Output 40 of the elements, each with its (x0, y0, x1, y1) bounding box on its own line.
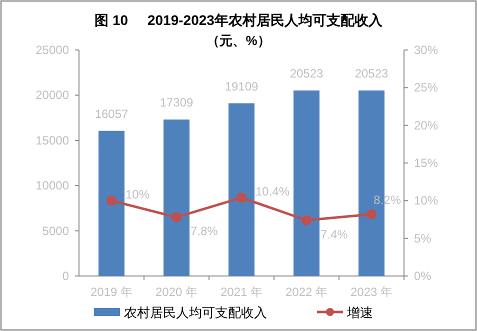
chart-subtitle: （元、%） (206, 33, 270, 48)
x-tick-label: 2022 年 (285, 285, 328, 299)
y-tick-label: 15000 (36, 133, 70, 148)
point (236, 192, 246, 203)
data-label: 19109 (224, 79, 259, 94)
x-tick-label: 2020 年 (155, 285, 198, 299)
legend-label: 农村居民人均可支配收入 (124, 305, 267, 320)
point (366, 209, 376, 220)
y-tick-label: 20000 (36, 88, 70, 102)
point (172, 212, 182, 222)
bar (294, 90, 320, 276)
data-label: 16057 (94, 106, 129, 121)
data-label: 17309 (160, 96, 194, 110)
data-label: 7.8% (190, 224, 218, 238)
point (106, 196, 116, 206)
data-label: 10.4% (256, 184, 290, 199)
point (302, 215, 312, 226)
bar (228, 103, 254, 276)
y-tick-label: 10000 (36, 178, 70, 193)
y2-tick-label: 15% (414, 156, 438, 170)
bar (98, 130, 124, 276)
legend-label: 增速 (346, 305, 373, 320)
y-tick-label: 25000 (36, 43, 70, 57)
y2-tick-label: 20% (414, 118, 438, 132)
bar (164, 120, 190, 276)
data-label: 20523 (290, 66, 324, 80)
chart-title: 图 10 2019-2023年农村居民人均可支配收入 (94, 12, 384, 28)
y2-tick-label: 30% (414, 43, 438, 57)
x-tick-label: 2019 年 (90, 285, 133, 299)
y2-tick-label: 5% (414, 231, 432, 246)
y2-tick-label: 0% (414, 269, 432, 283)
data-label: 10% (126, 188, 150, 202)
y-tick-label: 0 (62, 269, 70, 283)
data-label: 20523 (354, 66, 389, 80)
y2-tick-label: 25% (414, 80, 438, 95)
y-tick-label: 5000 (42, 224, 70, 238)
y2-tick-label: 10% (414, 194, 438, 208)
x-tick-label: 2021 年 (220, 285, 263, 299)
data-label: 7.4% (320, 227, 348, 242)
x-tick-label: 2023 年 (350, 285, 393, 299)
